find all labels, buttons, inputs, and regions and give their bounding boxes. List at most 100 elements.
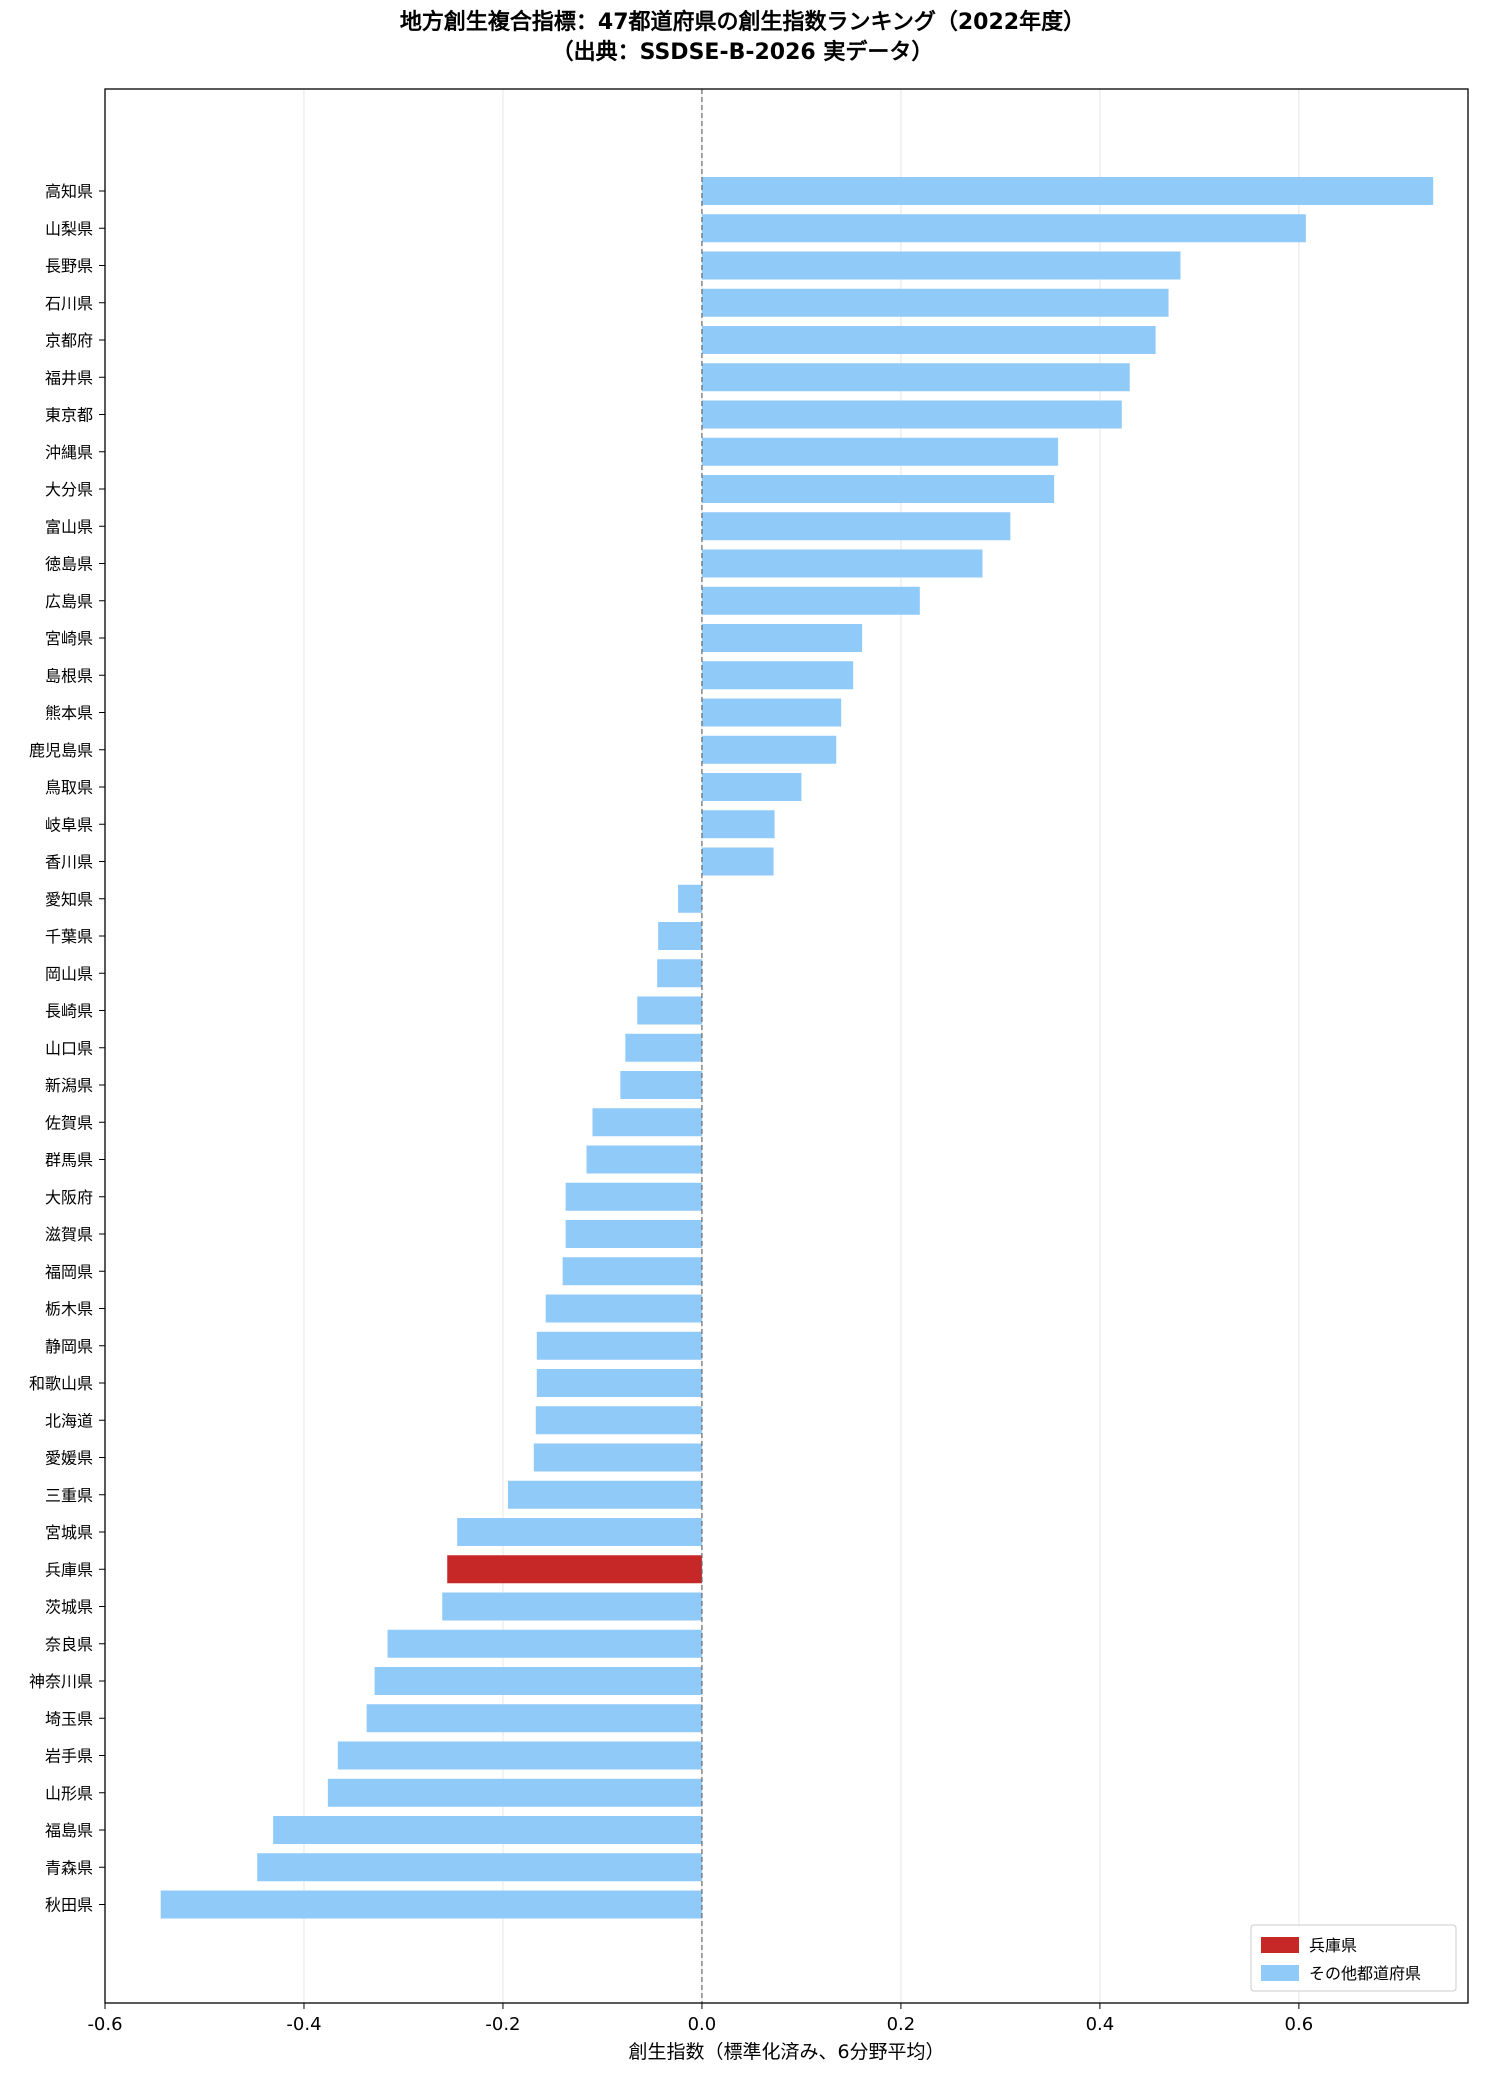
x-tick-label: 0.2 (887, 2014, 916, 2035)
bar-福島県 (273, 1816, 702, 1844)
y-tick-label: 和歌山県 (29, 1374, 93, 1393)
y-tick-label: 京都府 (45, 331, 93, 350)
bar-徳島県 (701, 549, 983, 578)
y-tick-label: 長崎県 (45, 1002, 93, 1021)
bar-秋田県 (160, 1890, 702, 1919)
bar-佐賀県 (592, 1108, 702, 1137)
y-tick-label: 鹿児島県 (29, 741, 93, 760)
x-tick-label: -0.4 (286, 2014, 321, 2035)
y-tick-label: 広島県 (45, 592, 93, 611)
bar-宮城県 (457, 1518, 702, 1546)
y-tick-label: 徳島県 (45, 555, 93, 574)
legend-label: 兵庫県 (1309, 1936, 1357, 1955)
y-tick-label: 福岡県 (45, 1262, 93, 1281)
bar-島根県 (701, 661, 854, 690)
y-tick-label: 愛媛県 (45, 1449, 93, 1468)
y-tick-label: 岡山県 (45, 964, 93, 983)
y-tick-label: 宮城県 (45, 1523, 93, 1542)
bar-広島県 (701, 586, 920, 615)
y-tick-label: 佐賀県 (45, 1113, 93, 1132)
y-tick-label: 滋賀県 (45, 1225, 93, 1244)
y-tick-label: 三重県 (45, 1486, 93, 1505)
legend-label: その他都道府県 (1309, 1964, 1421, 1983)
bar-滋賀県 (565, 1220, 702, 1248)
bar-新潟県 (620, 1071, 702, 1099)
bar-宮崎県 (701, 624, 863, 652)
y-tick-label: 埼玉県 (45, 1709, 93, 1728)
bar-茨城県 (442, 1592, 702, 1621)
y-tick-label: 鳥取県 (45, 778, 93, 797)
bar-山梨県 (701, 214, 1306, 243)
x-tick-label: -0.2 (485, 2014, 520, 2035)
bar-鹿児島県 (701, 735, 837, 764)
bar-岐阜県 (701, 810, 775, 839)
x-tick-label: 0.4 (1086, 2014, 1115, 2035)
y-tick-label: 沖縄県 (45, 443, 93, 462)
y-tick-label: 大分県 (45, 480, 93, 499)
bar-大阪府 (565, 1182, 702, 1211)
bar-栃木県 (545, 1294, 702, 1323)
x-axis-label: 創生指数（標準化済み、6分野平均） (628, 2041, 944, 2063)
y-tick-label: 神奈川県 (29, 1672, 93, 1691)
x-tick-label: -0.6 (87, 2014, 122, 2035)
bar-東京都 (701, 400, 1122, 429)
y-tick-label: 青森県 (45, 1858, 93, 1877)
bar-兵庫県 (447, 1555, 702, 1584)
bar-沖縄県 (701, 437, 1059, 466)
y-tick-label: 奈良県 (45, 1635, 93, 1654)
y-tick-label: 群馬県 (45, 1151, 93, 1170)
y-tick-label: 北海道 (45, 1411, 93, 1430)
y-tick-label: 新潟県 (45, 1076, 93, 1095)
bar-北海道 (535, 1406, 702, 1435)
legend-swatch (1261, 1937, 1299, 1953)
y-tick-label: 高知県 (45, 182, 93, 201)
bar-鳥取県 (701, 773, 802, 801)
y-tick-label: 熊本県 (45, 704, 93, 723)
y-tick-label: 東京都 (45, 406, 93, 425)
bar-千葉県 (658, 922, 702, 950)
y-tick-label: 千葉県 (45, 927, 93, 946)
bar-岡山県 (657, 959, 702, 988)
y-tick-label: 富山県 (45, 517, 93, 536)
y-tick-label: 山形県 (45, 1784, 93, 1803)
y-tick-label: 岩手県 (45, 1747, 93, 1766)
bar-三重県 (507, 1480, 702, 1509)
x-tick-label: 0.6 (1285, 2014, 1314, 2035)
bar-石川県 (701, 288, 1169, 317)
y-tick-label: 茨城県 (45, 1598, 93, 1617)
bar-群馬県 (586, 1145, 702, 1174)
x-tick-label: 0.0 (688, 2014, 717, 2035)
bar-奈良県 (387, 1629, 702, 1658)
bar-神奈川県 (374, 1667, 702, 1695)
y-tick-label: 福島県 (45, 1821, 93, 1840)
bar-高知県 (701, 177, 1434, 205)
bar-埼玉県 (366, 1704, 702, 1733)
bar-岩手県 (337, 1741, 702, 1770)
y-tick-label: 島根県 (45, 666, 93, 685)
y-tick-label: 山梨県 (45, 219, 93, 238)
y-tick-label: 福井県 (45, 368, 93, 387)
bar-香川県 (701, 847, 774, 876)
y-tick-label: 静岡県 (45, 1337, 93, 1356)
y-tick-label: 石川県 (45, 294, 93, 313)
bar-福岡県 (562, 1257, 702, 1286)
chart-title: 地方創生複合指標：47都道府県の創生指数ランキング（2022年度） (399, 10, 1086, 35)
bar-長崎県 (637, 996, 702, 1025)
bar-京都府 (701, 326, 1156, 354)
y-tick-label: 山口県 (45, 1039, 93, 1058)
legend-box (1250, 1924, 1457, 1992)
bar-大分県 (701, 475, 1055, 503)
bar-青森県 (257, 1853, 702, 1882)
y-tick-label: 兵庫県 (45, 1560, 93, 1579)
bar-熊本県 (701, 698, 842, 727)
y-tick-label: 長野県 (45, 257, 93, 276)
bar-愛知県 (678, 884, 702, 913)
bar-福井県 (701, 363, 1130, 392)
y-tick-label: 岐阜県 (45, 815, 93, 834)
y-tick-label: 秋田県 (45, 1896, 93, 1915)
y-tick-label: 香川県 (45, 853, 93, 872)
bar-愛媛県 (533, 1443, 702, 1472)
plot-frame (104, 88, 1469, 2004)
